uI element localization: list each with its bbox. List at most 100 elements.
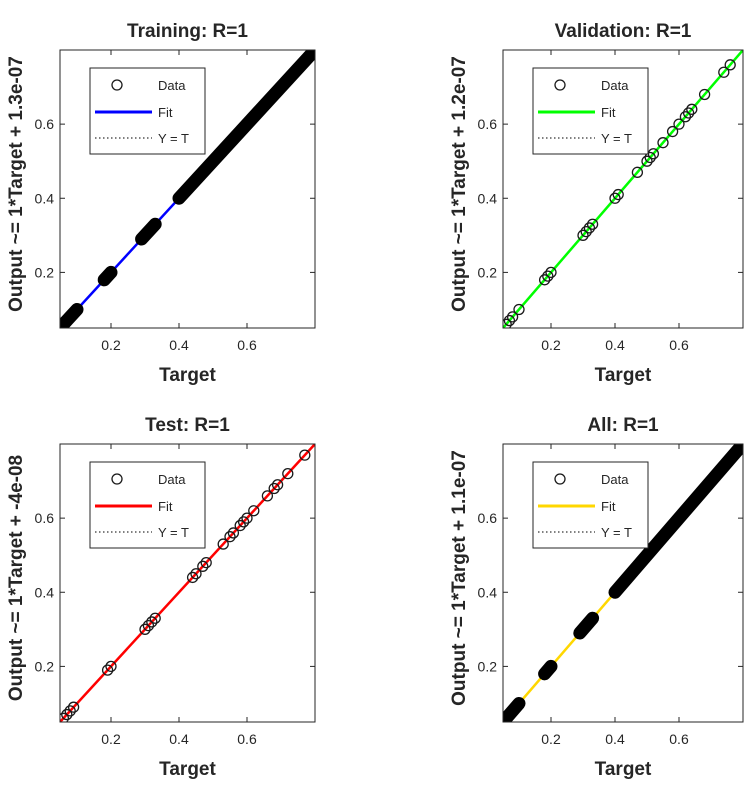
data-point-1 bbox=[60, 712, 70, 722]
data-band-core bbox=[103, 272, 112, 281]
data-point-13 bbox=[612, 188, 624, 201]
data-point-5 bbox=[101, 664, 114, 676]
data-point-18 bbox=[234, 519, 246, 532]
y-tick-label: 0.2 bbox=[478, 264, 498, 280]
legend-data-marker bbox=[554, 473, 566, 485]
data-point-26 bbox=[299, 449, 311, 461]
data-point-7 bbox=[545, 266, 557, 279]
x-tick-label: 0.4 bbox=[605, 731, 625, 747]
data-point-12 bbox=[190, 568, 202, 580]
y-tick-label: 0.6 bbox=[35, 116, 55, 132]
x-tick-label: 0.6 bbox=[669, 731, 689, 747]
y-tick-label: 0.2 bbox=[35, 264, 55, 280]
data-band-core bbox=[614, 447, 741, 593]
data-point-6 bbox=[542, 270, 554, 282]
chart-title: Test: R=1 bbox=[145, 415, 230, 436]
data-point-18 bbox=[657, 137, 669, 149]
plot-content bbox=[503, 444, 743, 722]
data-point-3 bbox=[64, 705, 76, 717]
data-point-10 bbox=[583, 222, 596, 234]
data-point-21 bbox=[248, 505, 260, 517]
legend-entry-1: Data bbox=[601, 78, 629, 93]
legend-entry-1: Data bbox=[601, 472, 629, 487]
y-tick-label: 0.4 bbox=[35, 190, 55, 206]
axes-box bbox=[59, 49, 316, 329]
chart-title: Validation: R=1 bbox=[555, 21, 692, 42]
chart-panel-2: 0.2 0.4 0.6 0.2 0.4 0.6 Validation: R=1 Target O… bbox=[449, 21, 744, 386]
y-tick-label: 0.6 bbox=[478, 116, 498, 132]
data-point-2 bbox=[61, 708, 73, 721]
data-point-1 bbox=[503, 318, 512, 328]
data-point-7 bbox=[139, 623, 151, 635]
data-point-26 bbox=[724, 59, 736, 71]
data-point-17 bbox=[227, 527, 240, 539]
y-axis-label: Output ~= 1*Target + 1.2e-07 bbox=[449, 56, 470, 312]
legend-entry-3: Y = T bbox=[158, 525, 189, 540]
legend-entry-1: Data bbox=[158, 472, 186, 487]
legend: Data Fit Y = T bbox=[532, 67, 649, 155]
data-point-19 bbox=[237, 516, 250, 528]
data-point-13 bbox=[197, 560, 209, 572]
data-band-core bbox=[178, 53, 312, 199]
data-point-4 bbox=[67, 701, 80, 713]
data-point-22 bbox=[682, 107, 695, 119]
data-band-core bbox=[63, 309, 78, 325]
data-point-25 bbox=[718, 66, 730, 78]
legend-entry-2: Fit bbox=[601, 499, 616, 514]
x-tick-label: 0.4 bbox=[169, 731, 189, 747]
legend-entry-1: Data bbox=[158, 78, 186, 93]
x-axis-label: Target bbox=[159, 759, 216, 780]
legend-entry-3: Y = T bbox=[601, 131, 632, 146]
x-axis-label: Target bbox=[159, 365, 216, 386]
data-point-11 bbox=[186, 571, 199, 584]
legend-data-marker bbox=[111, 473, 123, 485]
y-axis-label: Output ~= 1*Target + 1.1e-07 bbox=[449, 450, 470, 706]
plot-content bbox=[503, 50, 743, 328]
data-point-15 bbox=[217, 538, 229, 550]
y-tick-label: 0.4 bbox=[478, 190, 498, 206]
x-tick-label: 0.2 bbox=[541, 337, 561, 353]
legend-entry-3: Y = T bbox=[158, 131, 189, 146]
y-tick-label: 0.4 bbox=[35, 584, 55, 600]
legend: Data Fit Y = T bbox=[532, 461, 649, 549]
data-point-20 bbox=[241, 512, 253, 524]
legend: Data Fit Y = T bbox=[89, 461, 206, 549]
chart-panel-4: 0.2 0.4 0.6 0.2 0.4 0.6 All: R=1 Target Output ~… bbox=[449, 415, 744, 780]
y-axis-label: Output ~= 1*Target + 1.3e-07 bbox=[6, 56, 27, 312]
legend-entry-2: Fit bbox=[158, 499, 173, 514]
y-tick-label: 0.6 bbox=[35, 510, 55, 526]
axes-box bbox=[59, 443, 316, 723]
y-tick-label: 0.2 bbox=[35, 658, 55, 674]
data-point-8 bbox=[142, 619, 155, 632]
x-tick-label: 0.2 bbox=[541, 731, 561, 747]
data-band-core bbox=[544, 666, 552, 675]
data-point-22 bbox=[261, 490, 274, 502]
legend-data-marker bbox=[111, 79, 123, 91]
data-point-23 bbox=[686, 103, 698, 115]
chart-title: Training: R=1 bbox=[127, 21, 248, 42]
legend-entry-2: Fit bbox=[601, 105, 616, 120]
y-tick-label: 0.2 bbox=[478, 658, 498, 674]
x-tick-label: 0.6 bbox=[669, 337, 689, 353]
x-tick-label: 0.2 bbox=[101, 731, 121, 747]
data-point-15 bbox=[641, 155, 653, 167]
data-band-core bbox=[505, 703, 520, 719]
data-point-19 bbox=[666, 125, 679, 138]
legend-data-marker bbox=[554, 79, 566, 91]
data-point-23 bbox=[268, 482, 280, 495]
axes-box bbox=[502, 49, 744, 329]
x-axis-label: Target bbox=[595, 759, 652, 780]
fit-line bbox=[60, 444, 315, 722]
data-point-4 bbox=[513, 303, 525, 316]
data-point-11 bbox=[586, 218, 599, 230]
data-point-12 bbox=[609, 192, 621, 204]
data-point-9 bbox=[580, 225, 592, 238]
data-point-14 bbox=[631, 166, 644, 178]
data-band-core bbox=[141, 223, 156, 240]
chart-title: All: R=1 bbox=[587, 415, 659, 436]
x-axis-label: Target bbox=[595, 365, 652, 386]
legend-entry-2: Fit bbox=[158, 105, 173, 120]
data-point-16 bbox=[644, 151, 656, 164]
data-point-8 bbox=[577, 229, 589, 241]
